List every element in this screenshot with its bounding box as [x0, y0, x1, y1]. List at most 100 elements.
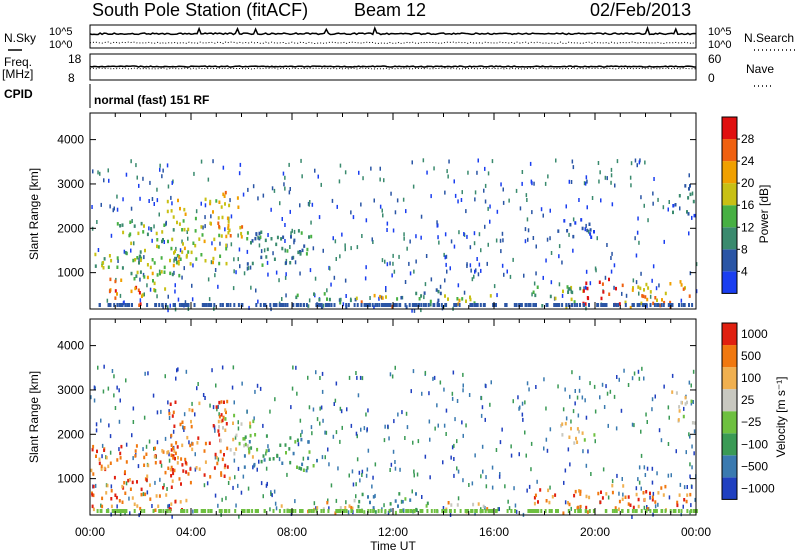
data-cell	[456, 297, 459, 301]
data-cell	[185, 498, 188, 503]
data-cell	[121, 484, 124, 489]
scatter-point	[116, 194, 118, 199]
scatter-point	[638, 160, 641, 165]
near-range-cell	[395, 303, 398, 307]
data-cell	[600, 296, 603, 301]
scatter-point	[443, 387, 445, 392]
scatter-point	[357, 393, 360, 398]
data-cell	[218, 233, 221, 238]
data-cell	[674, 203, 677, 207]
data-cell	[195, 466, 198, 470]
scatter-point	[454, 417, 456, 422]
near-range-cell	[109, 303, 112, 307]
data-cell	[224, 408, 227, 412]
data-cell	[219, 254, 222, 258]
scatter-point	[209, 403, 211, 408]
scatter-point	[171, 514, 173, 519]
scatter-point	[299, 203, 301, 208]
colorbar-tick-label: 25	[741, 393, 755, 407]
near-range-cell	[441, 509, 444, 513]
scatter-point	[360, 202, 362, 207]
scatter-point	[508, 506, 511, 511]
scatter-point	[307, 375, 309, 380]
scatter-point	[300, 433, 302, 438]
data-cell	[367, 495, 369, 499]
data-cell	[91, 493, 94, 497]
scatter-point	[156, 198, 159, 203]
near-range-cell	[688, 303, 690, 307]
near-range-cell	[656, 303, 659, 307]
data-cell	[611, 483, 614, 488]
near-range-cell	[263, 303, 265, 307]
data-cell	[136, 480, 138, 484]
scatter-point	[321, 371, 324, 376]
data-cell	[184, 457, 187, 462]
data-cell	[297, 250, 300, 255]
scatter-point	[422, 158, 425, 163]
scatter-point	[640, 429, 642, 434]
data-cell	[685, 499, 688, 504]
data-cell	[273, 257, 276, 261]
scatter-point	[265, 451, 267, 456]
near-range-cell	[615, 303, 618, 307]
data-cell	[401, 500, 404, 504]
scatter-point	[630, 161, 633, 166]
scatter-point	[285, 293, 287, 298]
scatter-point	[594, 409, 597, 414]
scatter-point	[301, 174, 303, 179]
near-range-cell	[660, 509, 663, 513]
data-cell	[693, 213, 696, 218]
near-range-cell	[378, 303, 381, 307]
data-cell	[586, 228, 589, 233]
scatter-point	[386, 221, 389, 226]
scatter-point	[131, 219, 133, 223]
scatter-point	[637, 216, 639, 221]
freq-right-tick-bottom: 0	[708, 71, 715, 85]
scatter-point	[405, 411, 408, 416]
scatter-point	[417, 439, 420, 444]
near-range-cell	[286, 509, 289, 513]
data-cell	[461, 297, 464, 301]
scatter-point	[415, 234, 417, 239]
scatter-point	[233, 458, 236, 463]
scatter-point	[429, 437, 431, 442]
scatter-point	[385, 286, 387, 290]
scatter-point	[690, 503, 692, 508]
near-range-cell	[513, 303, 516, 307]
data-cell	[678, 409, 681, 413]
data-cell	[679, 280, 682, 284]
data-cell	[291, 256, 294, 260]
near-range-cell	[225, 509, 228, 513]
scatter-point	[142, 176, 144, 181]
scatter-point	[491, 485, 494, 490]
data-cell	[672, 204, 675, 208]
scatter-point	[125, 442, 128, 447]
scatter-point	[339, 439, 341, 444]
data-cell	[308, 235, 310, 239]
scatter-point	[498, 507, 500, 512]
scatter-point	[381, 258, 384, 263]
scatter-point	[456, 466, 458, 471]
data-cell	[676, 503, 679, 508]
data-cell	[153, 261, 156, 265]
near-range-cell	[672, 509, 675, 513]
data-cell	[254, 433, 257, 437]
scatter-point	[581, 395, 584, 400]
noise-right-tick-bottom: 10^0	[708, 39, 732, 51]
scatter-point	[603, 405, 606, 409]
data-cell	[418, 297, 421, 301]
near-range-cell	[410, 509, 413, 513]
data-cell	[223, 400, 225, 404]
freq-trace	[89, 65, 696, 68]
near-range-cell	[677, 509, 680, 513]
scatter-point	[281, 217, 283, 221]
scatter-point	[691, 444, 693, 449]
scatter-point	[484, 166, 486, 171]
scatter-point	[139, 298, 142, 303]
near-range-cell	[112, 509, 115, 513]
scatter-point	[466, 264, 468, 268]
near-range-cell	[554, 303, 557, 307]
scatter-point	[426, 170, 428, 175]
scatter-point	[572, 409, 575, 414]
